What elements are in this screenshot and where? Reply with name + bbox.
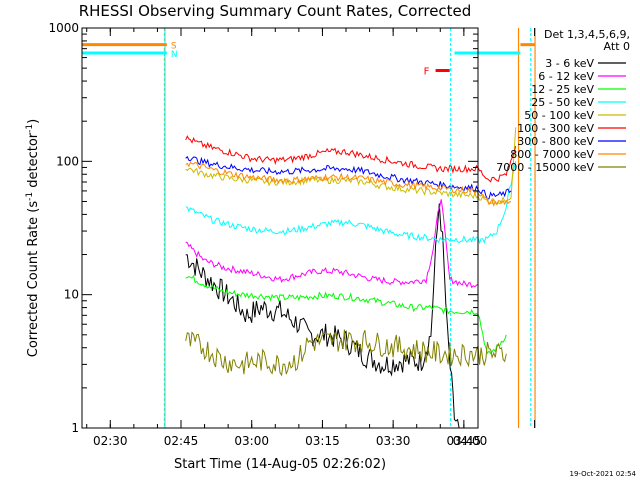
footer-timestamp: 19-Oct-2021 02:54 [570, 470, 637, 478]
flare-marker-label: F [424, 67, 430, 78]
attenuator-state-segments: SN F [82, 42, 535, 78]
series-line [185, 329, 507, 377]
legend-label: 6 - 12 keV [538, 70, 594, 83]
x-tick-label: 03:00 [234, 434, 269, 448]
y-axis-label: Corrected Count Rate (s-1 detector-1) [25, 119, 41, 357]
legend-label: 800 - 7000 keV [510, 148, 594, 161]
x-tick-label: 02:45 [164, 434, 199, 448]
legend-label: 3 - 6 keV [545, 57, 594, 70]
legend-label: 12 - 25 keV [531, 83, 594, 96]
legend-label: 25 - 50 keV [531, 96, 594, 109]
x-tick-label: 03:30 [376, 434, 411, 448]
y-axis-label-part: ) [26, 119, 41, 124]
plot-area [82, 28, 478, 428]
attenuator-label: N [171, 50, 178, 60]
legend-header: Det 1,3,4,5,6,9, [544, 28, 630, 41]
x-axis-label: Start Time (14-Aug-05 02:26:02) [174, 457, 386, 472]
attenuator-boundary-lines [163, 28, 536, 428]
series-line [185, 274, 507, 355]
y-tick-label: 1 [71, 421, 79, 435]
y-axis-label-part: detector [26, 132, 41, 192]
series-line [185, 127, 517, 206]
x-tick-label: 04:00 [453, 434, 488, 448]
series-line [185, 161, 517, 245]
attenuator-label: S [171, 42, 177, 52]
series-line [185, 203, 460, 429]
y-axis-label-part: Corrected Count Rate (s [26, 201, 41, 358]
y-tick-label: 10 [64, 288, 79, 302]
legend-label: 7000 - 15000 keV [496, 161, 594, 174]
series-layer [185, 127, 517, 429]
plot-border [81, 27, 479, 429]
legend-header: Att 0 [604, 40, 630, 53]
series-line [185, 199, 479, 289]
y-tick-label: 100 [56, 154, 79, 168]
plot-background [82, 28, 478, 428]
y-axis-ticks: 1 10 100 1000 [48, 21, 478, 435]
x-tick-label: 03:15 [305, 434, 340, 448]
x-tick-label: 02:30 [93, 434, 128, 448]
y-axis-label-part: -1 [25, 124, 35, 133]
x-tick-label: 03:45 [447, 434, 482, 448]
y-tick-label: 1000 [48, 21, 79, 35]
series-line [185, 161, 512, 207]
series-line [185, 135, 517, 183]
y-axis-label-part: -1 [25, 192, 35, 201]
legend-label: 300 - 800 keV [517, 135, 594, 148]
legend-label: 50 - 100 keV [524, 109, 594, 122]
chart-title: RHESSI Observing Summary Count Rates, Co… [79, 2, 472, 20]
plot-frame [81, 27, 479, 429]
legend-label: 100 - 300 keV [517, 122, 594, 135]
series-line [185, 155, 512, 200]
